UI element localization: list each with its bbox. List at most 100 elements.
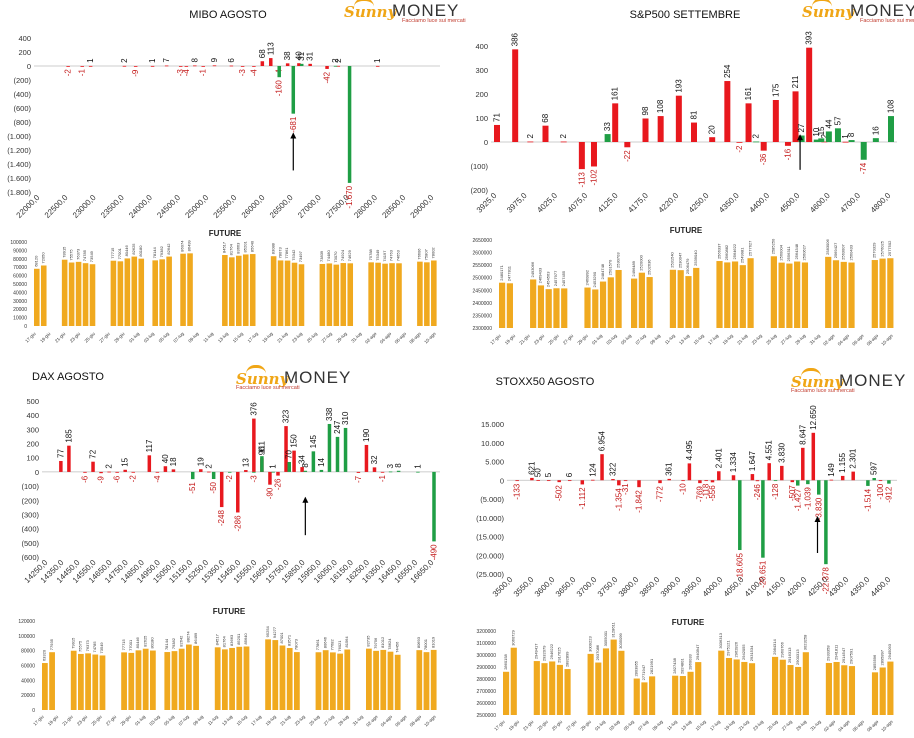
bar-put <box>866 480 870 486</box>
data-label: -113 <box>577 172 586 188</box>
future-bar-label: 80180 <box>138 245 143 257</box>
future-y-tick-label: 2400000 <box>473 301 493 307</box>
future-bar <box>291 262 298 326</box>
bar-put <box>335 436 340 472</box>
future-bar <box>298 264 305 326</box>
future-bar-label: 2945093 <box>887 643 892 659</box>
future-date-label: 17-lug <box>709 719 722 732</box>
future-bar-label: 95254 <box>265 625 270 637</box>
future-date-label: 21-giu <box>61 714 74 727</box>
future-bar <box>841 665 848 715</box>
bar-put <box>343 427 348 472</box>
bar-call <box>115 471 119 473</box>
future-bar-label: 82625 <box>131 243 136 255</box>
x-tick-label: 4350,0 <box>717 191 741 215</box>
future-bar-label: 75575 <box>68 249 73 261</box>
data-label: 20 <box>708 125 717 134</box>
future-bar <box>110 260 117 326</box>
bar-call <box>178 66 183 67</box>
future-y-tick-label: 0 <box>24 324 27 330</box>
bar-call <box>269 58 273 66</box>
bar-call <box>380 471 385 473</box>
data-label: -7 <box>354 475 363 483</box>
y-tick-label: (800) <box>13 118 31 127</box>
data-label: 71 <box>493 113 502 122</box>
data-label: 6.954 <box>598 431 607 452</box>
data-label: 338 <box>325 407 334 421</box>
future-bar <box>772 656 779 715</box>
future-date-label: 17-lug <box>250 714 263 727</box>
future-bar <box>641 682 648 715</box>
bar-call <box>83 471 87 473</box>
bar-put <box>299 63 304 66</box>
future-bar-label: 77715 <box>110 247 115 259</box>
future-date-label: 15-lug <box>693 333 706 346</box>
stoxx50-chart: STOXX50 AGOSTO 15.000 10.000 5.000 0 (5.000) (… <box>476 376 897 733</box>
bar-call <box>212 65 217 67</box>
future-date-label: 31-lug <box>352 714 365 727</box>
bar-call <box>829 479 834 481</box>
future-bar <box>279 645 286 710</box>
future-bar-label: 79756 <box>373 637 378 649</box>
future-bar-label: 74629 <box>347 249 352 261</box>
y-tick-label: 15.000 <box>481 420 504 429</box>
future-bar <box>380 649 387 710</box>
data-label: -90 <box>265 487 274 499</box>
future-bar-label: 2975121 <box>726 640 731 656</box>
future-bar <box>49 652 55 710</box>
x-tick-label: 4250,0 <box>687 191 711 215</box>
future-date-label: 01-lug <box>591 333 604 346</box>
bar-put <box>347 66 352 183</box>
future-bar <box>193 645 199 710</box>
future-date-label: 29-giu <box>119 714 132 727</box>
future-bar-label: 2917625 <box>557 647 562 663</box>
future-bar-label: 77861 <box>315 638 320 650</box>
future-bar-label: 2960766 <box>780 641 785 657</box>
future-bar-label: 75788 <box>368 248 373 260</box>
future-date-label: 04-ago <box>379 331 393 345</box>
bar-call <box>657 116 664 142</box>
data-label: 40 <box>294 51 303 60</box>
bar-call <box>99 471 103 474</box>
future-y-tick-label: 3200000 <box>477 629 497 635</box>
data-label: 9 <box>210 57 219 62</box>
bar-call <box>292 450 296 472</box>
future-bar-label: 2477811 <box>507 265 512 281</box>
bar-call <box>724 81 731 142</box>
future-bar <box>587 653 594 715</box>
future-date-label: 08-ago <box>408 331 422 345</box>
x-tick-label: 4000,0 <box>701 575 725 599</box>
bar-call <box>546 480 551 482</box>
future-bar-label: 85201 <box>242 241 247 253</box>
bar-put <box>834 128 841 142</box>
data-label: 34 <box>298 455 307 464</box>
future-bar-label: 63320 <box>42 649 47 661</box>
future-date-label: 05-lug <box>163 714 176 727</box>
future-bar-label: 78144 <box>164 638 169 650</box>
bar-call <box>717 471 721 481</box>
data-label: -6 <box>80 475 89 483</box>
future-bar <box>430 649 437 710</box>
data-label: -9 <box>97 476 106 484</box>
bar-call <box>780 465 784 481</box>
future-bar <box>78 653 84 710</box>
data-label: -31 <box>621 483 630 495</box>
future-date-label: 27-lug <box>321 331 334 344</box>
future-bar <box>801 262 809 328</box>
future-bar-label: 83663 <box>229 634 234 646</box>
future-bar <box>871 672 879 715</box>
future-bar <box>34 268 40 326</box>
future-date-label: 06-ago <box>851 333 865 347</box>
future-date-label: 25-giu <box>547 333 560 346</box>
data-label: 1 <box>269 464 278 469</box>
future-bar-label: 77001 <box>117 247 122 259</box>
future-bar <box>315 652 322 710</box>
x-tick-label: 22500,0 <box>43 193 70 220</box>
future-bar-label: 74197 <box>382 250 387 262</box>
data-label: 14 <box>317 457 326 466</box>
y-tick-label: 300 <box>475 66 488 75</box>
bar-call <box>336 65 341 67</box>
bar-put <box>860 142 867 160</box>
bar-put <box>806 480 810 485</box>
data-label: 5 <box>544 472 553 477</box>
